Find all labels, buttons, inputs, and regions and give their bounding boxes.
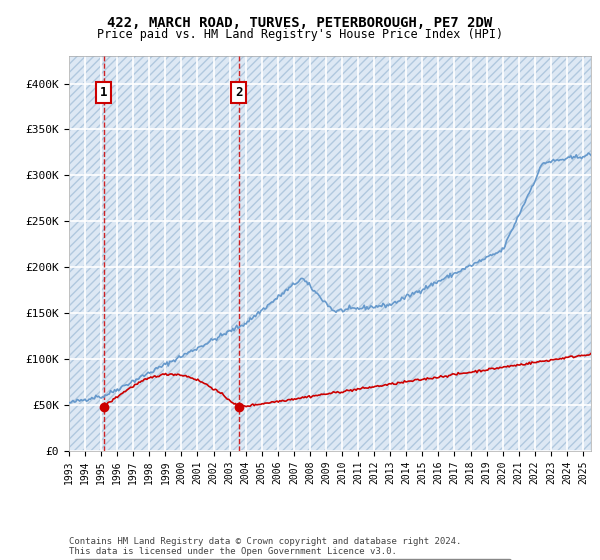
Text: Price paid vs. HM Land Registry's House Price Index (HPI): Price paid vs. HM Land Registry's House …: [97, 28, 503, 41]
Legend: 422, MARCH ROAD, TURVES, PETERBOROUGH, PE7 2DW (detached house), HPI: Average pr: 422, MARCH ROAD, TURVES, PETERBOROUGH, P…: [74, 559, 511, 560]
Text: Contains HM Land Registry data © Crown copyright and database right 2024.: Contains HM Land Registry data © Crown c…: [69, 537, 461, 546]
Text: 1: 1: [100, 86, 107, 99]
Text: This data is licensed under the Open Government Licence v3.0.: This data is licensed under the Open Gov…: [69, 547, 397, 556]
Text: 2: 2: [235, 86, 243, 99]
Text: 422, MARCH ROAD, TURVES, PETERBOROUGH, PE7 2DW: 422, MARCH ROAD, TURVES, PETERBOROUGH, P…: [107, 16, 493, 30]
